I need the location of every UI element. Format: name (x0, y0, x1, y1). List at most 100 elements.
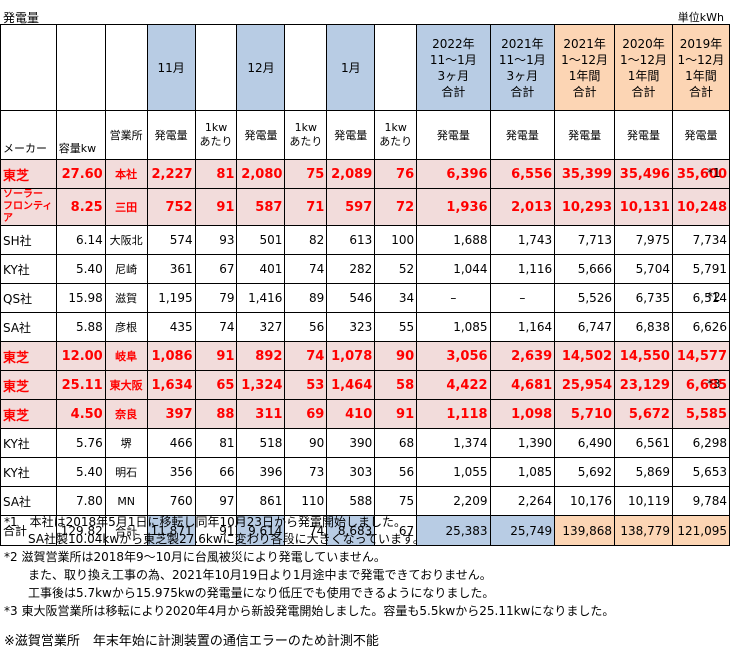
cell-y2021: 5,526 (554, 283, 616, 313)
cell-office: 明石 (104, 457, 148, 487)
table-row: KY社 5.40 明石 356 66 396 73 303 56 1,055 1,085 5,692 5… (0, 457, 730, 487)
cell-jan_kw: 76 (374, 159, 418, 189)
cell-jan_kw: 90 (374, 341, 418, 371)
cell-s2021: 2,639 (489, 341, 556, 371)
cell-s2022: 1,085 (416, 312, 491, 342)
cell-nov_kw: 66 (194, 457, 238, 487)
cell-s2022: 3,056 (416, 341, 491, 371)
cell-dec: 401 (236, 254, 286, 284)
cell-nov_kw: 93 (194, 225, 238, 255)
unit-label: 単位kWh (677, 11, 724, 24)
page-title: 発電量 (3, 11, 40, 25)
table-row: 東芝 25.11 東大阪 1,634 65 1,324 53 1,464 58 4,422 4,68… (0, 370, 730, 400)
header-month-dec: 12月 (236, 24, 286, 111)
table-row: QS社 15.98 滋賀 1,195 79 1,416 89 546 34– –5,526 6,73… (0, 283, 730, 313)
header-blank-nov-kw (194, 24, 238, 111)
cell-y2021: 5,710 (554, 399, 616, 429)
total-capacity: 129.82 (55, 515, 106, 546)
cell-dec_kw: 82 (284, 225, 328, 255)
cell-s2022: – (416, 283, 491, 313)
table-row: 東芝 27.60 本社 2,227 81 2,080 75 2,089 76 6,396 6,556… (0, 159, 730, 189)
cell-dec_kw: 75 (284, 159, 328, 189)
cell-nov: 435 (146, 312, 196, 342)
cell-s2021: 1,098 (489, 399, 556, 429)
cell-y2020: 14,550 (614, 341, 673, 371)
cell-dec_kw: 74 (284, 254, 328, 284)
cell-nov: 2,227 (146, 159, 196, 189)
cell-nov: 1,195 (146, 283, 196, 313)
cell-y2020: 10,119 (614, 486, 673, 516)
cell-y2020: 5,704 (614, 254, 673, 284)
cell-y2019: 6,514 (671, 283, 730, 313)
row-note-marker: *1 (707, 166, 721, 180)
table-row: ソーラー フロンティア 8.25 三田 752 91 587 71 597 72 1,936 2,01… (0, 188, 730, 226)
cell-cap: 4.50 (55, 399, 106, 429)
header-month-jan: 1月 (326, 24, 376, 111)
total-label: 合計 (0, 515, 57, 546)
cell-jan_kw: 52 (374, 254, 418, 284)
total-office-label: 合計 (104, 515, 148, 546)
cell-nov_kw: 79 (194, 283, 238, 313)
cell-dec: 501 (236, 225, 286, 255)
cell-dec: 311 (236, 399, 286, 429)
cell-cap: 5.88 (55, 312, 106, 342)
cell-s2021: 1,085 (489, 457, 556, 487)
note-1: *1 本社は2018年5月1日に移転し同年10月23日から発電開始しました。 (4, 515, 406, 529)
cell-s2021: 1,164 (489, 312, 556, 342)
total-year-2019: 121,095 (671, 515, 730, 546)
cell-s2021: – (489, 283, 556, 313)
total-year-2021: 139,868 (554, 515, 616, 546)
cell-jan: 282 (326, 254, 376, 284)
total-sum-2021: 25,749 (489, 515, 556, 546)
total-dec-kw: 74 (284, 515, 328, 546)
cell-cap: 6.14 (55, 225, 106, 255)
cell-nov: 356 (146, 457, 196, 487)
total-row: 合計 129.82 合計 11,871 91 9,614 74 8,683 67… (0, 515, 730, 546)
cell-maker: ソーラー フロンティア (0, 188, 57, 226)
cell-y2020: 10,131 (614, 188, 673, 226)
cell-s2021: 2,013 (489, 188, 556, 226)
cell-nov_kw: 81 (194, 428, 238, 458)
table-row: SA社 5.88 彦根 435 74 327 56 323 55 1,085 1,164 6,747 6… (0, 312, 730, 342)
note-2-cont-b: 工事後は5.7kwから15.975kwの発電量になり低圧でも使用できるようになり… (4, 586, 495, 600)
cell-dec_kw: 69 (284, 399, 328, 429)
cell-y2019: 6,685 (671, 370, 730, 400)
cell-maker: 東芝 (0, 159, 57, 189)
cell-y2021: 7,713 (554, 225, 616, 255)
cell-s2022: 1,936 (416, 188, 491, 226)
total-jan: 8,683 (326, 515, 376, 546)
cell-y2019: 7,734 (671, 225, 730, 255)
cell-jan: 588 (326, 486, 376, 516)
header-blank-capacity (55, 24, 106, 111)
header-year-2019: 2019年 1～12月 1年間 合計 (671, 24, 730, 111)
cell-jan: 546 (326, 283, 376, 313)
cell-s2022: 1,055 (416, 457, 491, 487)
cell-y2019: 5,653 (671, 457, 730, 487)
cell-dec: 327 (236, 312, 286, 342)
cell-s2022: 1,118 (416, 399, 491, 429)
total-dec: 9,614 (236, 515, 286, 546)
cell-jan: 303 (326, 457, 376, 487)
cell-jan: 1,078 (326, 341, 376, 371)
cell-cap: 8.25 (55, 188, 106, 226)
note-2: *2 滋賀営業所は2018年9～10月に台風被災により発電していません。 (4, 550, 386, 564)
cell-jan_kw: 91 (374, 399, 418, 429)
cell-cap: 7.80 (55, 486, 106, 516)
table-row: 東芝 4.50 奈良 397 88 311 69 410 91 1,118 1,098 5,710 5,… (0, 399, 730, 429)
cell-dec_kw: 89 (284, 283, 328, 313)
header-per-kw: 1kw あたり (194, 110, 238, 160)
cell-maker: SH社 (0, 225, 57, 255)
cell-y2020: 23,129 (614, 370, 673, 400)
cell-dec: 396 (236, 457, 286, 487)
cell-dec_kw: 53 (284, 370, 328, 400)
cell-jan: 613 (326, 225, 376, 255)
cell-y2020: 6,735 (614, 283, 673, 313)
cell-jan: 390 (326, 428, 376, 458)
cell-y2019: 5,791 (671, 254, 730, 284)
total-nov: 11,871 (146, 515, 196, 546)
header-gen: 発電量 (614, 110, 673, 160)
cell-y2020: 35,496 (614, 159, 673, 189)
cell-y2021: 5,692 (554, 457, 616, 487)
footer-note: ※滋賀営業所 年末年始に計測装置の通信エラーのため計測不能 (4, 634, 379, 649)
cell-cap: 5.76 (55, 428, 106, 458)
